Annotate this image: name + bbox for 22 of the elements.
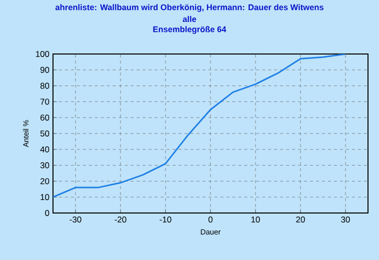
y-tick-label: 30 <box>40 162 50 168</box>
x-tick-label: 0 <box>208 216 213 223</box>
y-tick-label: 10 <box>40 194 50 200</box>
x-tick-label: -30 <box>70 216 82 223</box>
y-tick-label: 40 <box>40 146 50 152</box>
chart-subtitle: alle <box>182 16 196 22</box>
y-tick-label: 20 <box>40 178 50 184</box>
y-tick-label: 70 <box>40 98 50 105</box>
y-tick-label: 100 <box>36 51 50 57</box>
x-tick-label: 20 <box>296 216 305 223</box>
x-tick-label: 30 <box>341 216 350 223</box>
y-tick-label: 60 <box>40 114 50 121</box>
x-tick-label: -20 <box>114 216 126 223</box>
x-tick-label: 10 <box>251 216 260 223</box>
y-tick-label: 0 <box>45 210 50 216</box>
y-tick-label: 80 <box>40 82 50 89</box>
chart-title: ahrenliste: Wallbaum wird Oberkönig, Hermann: Dauer des Witwens <box>55 4 324 12</box>
text: Ensemblegröße 64 <box>153 26 226 34</box>
line-series <box>53 54 346 198</box>
x-tick-label: -10 <box>160 216 172 223</box>
y-tick-label: 90 <box>40 66 50 73</box>
y-tick-label: 50 <box>40 130 50 136</box>
